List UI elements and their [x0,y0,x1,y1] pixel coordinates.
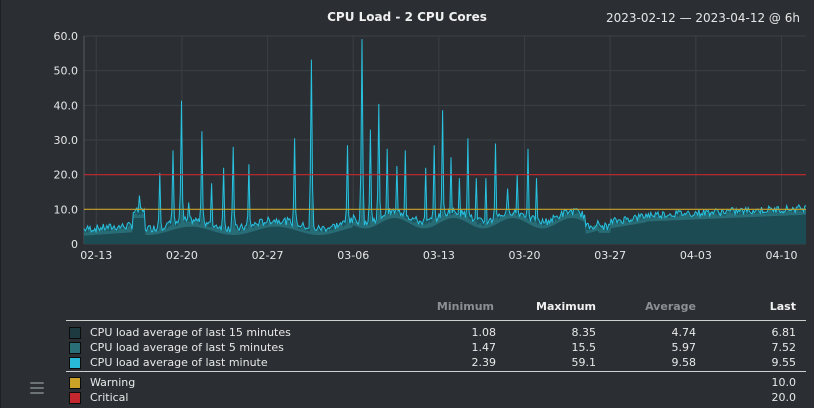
y-tick-label: 10.0 [54,203,79,216]
y-tick-label: 20.0 [54,169,79,182]
panel-left-border [0,0,1,408]
menu-bar-icon-part [30,387,44,389]
x-tick-label: 02-20 [166,249,198,262]
graph-title: CPU Load - 2 CPU Cores [327,10,487,24]
menu-bar-icon-part [30,382,44,384]
y-tick-label: 0 [71,238,78,251]
legend-header: Minimum Maximum Average Last [66,300,806,314]
header-average: Average [645,300,696,313]
x-tick-label: 04-03 [680,249,712,262]
max-load1: 59.1 [571,356,597,369]
header-minimum: Minimum [436,300,494,313]
swatch-critical [69,392,81,404]
y-tick-label: 50.0 [54,65,79,78]
legend-row-load1: CPU load average of last minute 2.39 59.… [66,356,806,370]
y-axis: 0 10.0 20.0 30.0 40.0 50.0 60.0 [54,30,79,251]
legend-row-load5: CPU load average of last 5 minutes 1.47 … [66,341,806,355]
swatch-warning [69,377,81,389]
header-maximum: Maximum [536,300,596,313]
swatch-load5 [69,342,81,354]
legend-divider-bottom [66,371,806,372]
last-warning: 10.0 [771,376,797,389]
x-tick-label: 03-13 [423,249,455,262]
last-load15: 6.81 [771,326,797,339]
label-warning: Warning [90,376,136,389]
chart-series [83,39,807,244]
menu-bar-icon-part [30,392,44,394]
last-load1: 9.55 [771,356,797,369]
last-load5: 7.52 [771,341,797,354]
max-load15: 8.35 [571,326,597,339]
x-axis: 02-13 02-20 02-27 03-06 03-13 03-20 03-27 04-03… [80,249,797,262]
cpu-load-chart[interactable]: 0 10.0 20.0 30.0 40.0 50.0 60.0 02-13 02-20 02-2… [0,0,814,290]
y-tick-label: 60.0 [54,30,79,43]
time-range-label[interactable]: 2023-02-12 — 2023-04-12 @ 6h [606,11,800,25]
last-critical: 20.0 [771,391,797,404]
legend-row-warning: Warning 10.0 [66,376,806,390]
min-load5: 1.47 [471,341,497,354]
x-tick-label: 03-06 [337,249,369,262]
avg-load1: 9.58 [671,356,697,369]
label-load1: CPU load average of last minute [90,356,268,369]
swatch-load15 [69,327,81,339]
header-last: Last [769,300,796,313]
x-tick-label: 02-27 [252,249,284,262]
x-tick-label: 03-27 [594,249,626,262]
label-load15: CPU load average of last 15 minutes [90,326,291,339]
series-last-15-minutes-area [84,214,806,244]
graph-header: CPU Load - 2 CPU Cores 2023-02-12 — 2023… [0,0,814,30]
x-tick-label: 04-10 [766,249,798,262]
avg-load15: 4.74 [671,326,697,339]
avg-load5: 5.97 [671,341,697,354]
chart-thresholds [84,174,806,210]
label-critical: Critical [90,391,129,404]
hamburger-menu-icon[interactable] [30,382,44,394]
x-tick-label: 03-20 [509,249,541,262]
min-load15: 1.08 [471,326,497,339]
min-load1: 2.39 [471,356,497,369]
y-tick-label: 40.0 [54,99,79,112]
label-load5: CPU load average of last 5 minutes [90,341,284,354]
legend-row-critical: Critical 20.0 [66,391,806,405]
y-tick-label: 30.0 [54,134,79,147]
series-last-minute-line [83,39,807,234]
legend-row-load15: CPU load average of last 15 minutes 1.08… [66,326,806,340]
x-tick-label: 02-13 [80,249,112,262]
swatch-load1 [69,357,81,369]
legend-divider-top [66,320,806,321]
max-load5: 15.5 [571,341,597,354]
